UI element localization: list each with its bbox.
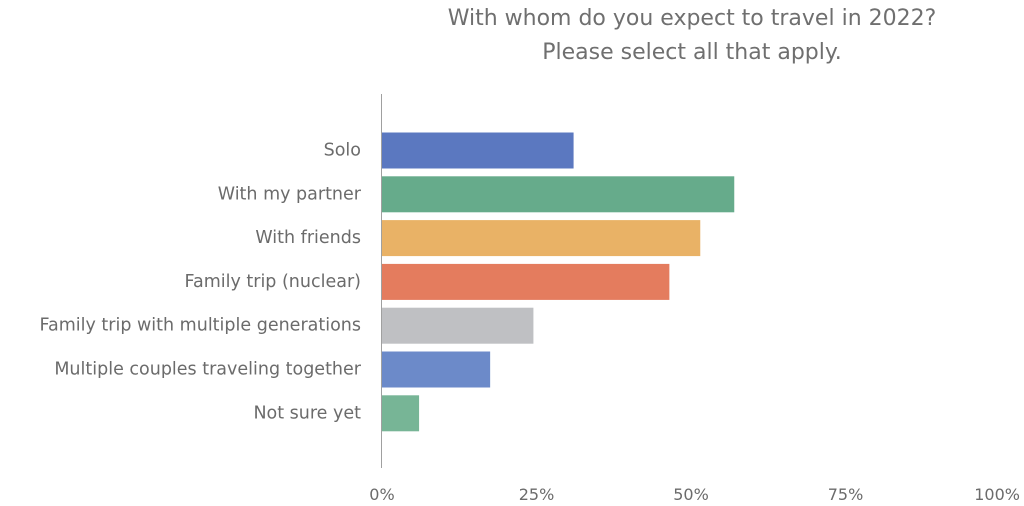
category-label: Family trip with multiple generations [40, 316, 361, 336]
chart-subtitle: Please select all that apply. [542, 40, 842, 65]
category-label: With friends [255, 228, 361, 248]
bar [382, 220, 701, 257]
category-label: Not sure yet [253, 403, 361, 423]
chart-title: With whom do you expect to travel in 202… [447, 6, 937, 31]
x-tick-label: 50% [673, 485, 709, 504]
bar [382, 395, 420, 432]
category-label: Family trip (nuclear) [185, 272, 361, 292]
bar [382, 176, 735, 213]
x-tick-label: 0% [369, 485, 394, 504]
category-label: Solo [324, 141, 361, 161]
bar [382, 132, 574, 169]
x-tick-label: 25% [519, 485, 555, 504]
bar [382, 351, 491, 388]
category-label: Multiple couples traveling together [54, 360, 361, 380]
bar [382, 307, 534, 344]
x-tick-label: 100% [974, 485, 1020, 504]
x-tick-label: 75% [828, 485, 864, 504]
bar [382, 263, 670, 300]
category-label: With my partner [218, 184, 362, 204]
